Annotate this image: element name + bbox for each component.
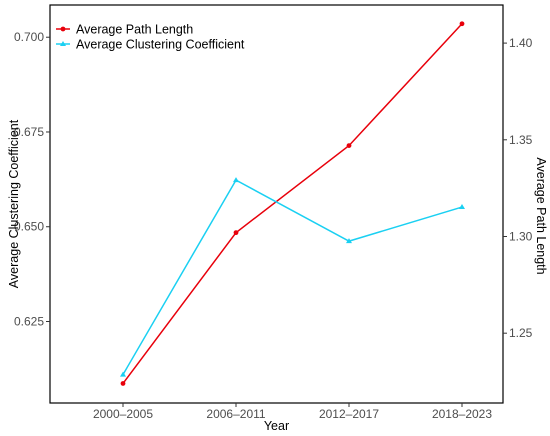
data-point-path-length bbox=[346, 143, 352, 148]
left-tick-label: 0.700 bbox=[14, 30, 44, 44]
right-tick-label: 1.25 bbox=[509, 326, 533, 340]
right-tick-label: 1.35 bbox=[509, 133, 533, 147]
x-tick-label: 2006–2011 bbox=[206, 407, 266, 421]
series-line-clustering bbox=[122, 179, 463, 375]
x-axis-title: Year bbox=[264, 419, 289, 433]
left-axis: 0.625 0.650 0.675 0.700 bbox=[14, 30, 50, 329]
left-tick-label: 0.675 bbox=[14, 125, 44, 139]
legend-item-path-length: Average Path Length bbox=[56, 23, 193, 37]
series-layer bbox=[120, 21, 465, 386]
data-point-clustering bbox=[346, 238, 352, 244]
right-axis-title: Average Path Length bbox=[534, 157, 548, 274]
data-point-clustering bbox=[120, 371, 126, 377]
legend: Average Path Length Average Clustering C… bbox=[56, 23, 245, 52]
right-tick-label: 1.40 bbox=[509, 36, 533, 50]
x-tick-label: 2012–2017 bbox=[319, 407, 379, 421]
data-point-path-length bbox=[459, 21, 465, 27]
right-axis: 1.25 1.30 1.35 1.40 bbox=[503, 36, 533, 340]
legend-label-path-length: Average Path Length bbox=[76, 23, 193, 37]
legend-label-clustering: Average Clustering Coefficient bbox=[76, 38, 245, 52]
right-tick-label: 1.30 bbox=[509, 229, 533, 243]
data-point-path-length bbox=[233, 230, 239, 236]
x-tick-label: 2018–2023 bbox=[432, 407, 492, 421]
data-point-path-length bbox=[120, 381, 126, 386]
legend-marker-clustering bbox=[60, 41, 66, 46]
plot-panel bbox=[49, 4, 504, 404]
x-tick-label: 2000–2005 bbox=[93, 407, 153, 421]
data-point-clustering bbox=[459, 204, 465, 210]
series-line-path-length bbox=[122, 23, 463, 384]
legend-marker-path-length bbox=[60, 26, 66, 32]
left-tick-label: 0.625 bbox=[14, 315, 44, 329]
left-tick-label: 0.650 bbox=[14, 220, 44, 234]
left-axis-title: Average Clustering Coefficient bbox=[7, 119, 21, 288]
legend-item-clustering: Average Clustering Coefficient bbox=[56, 38, 245, 52]
data-point-clustering bbox=[233, 177, 239, 183]
x-axis: 2000–2005 2006–2011 2012–2017 2018–2023 bbox=[93, 403, 492, 421]
